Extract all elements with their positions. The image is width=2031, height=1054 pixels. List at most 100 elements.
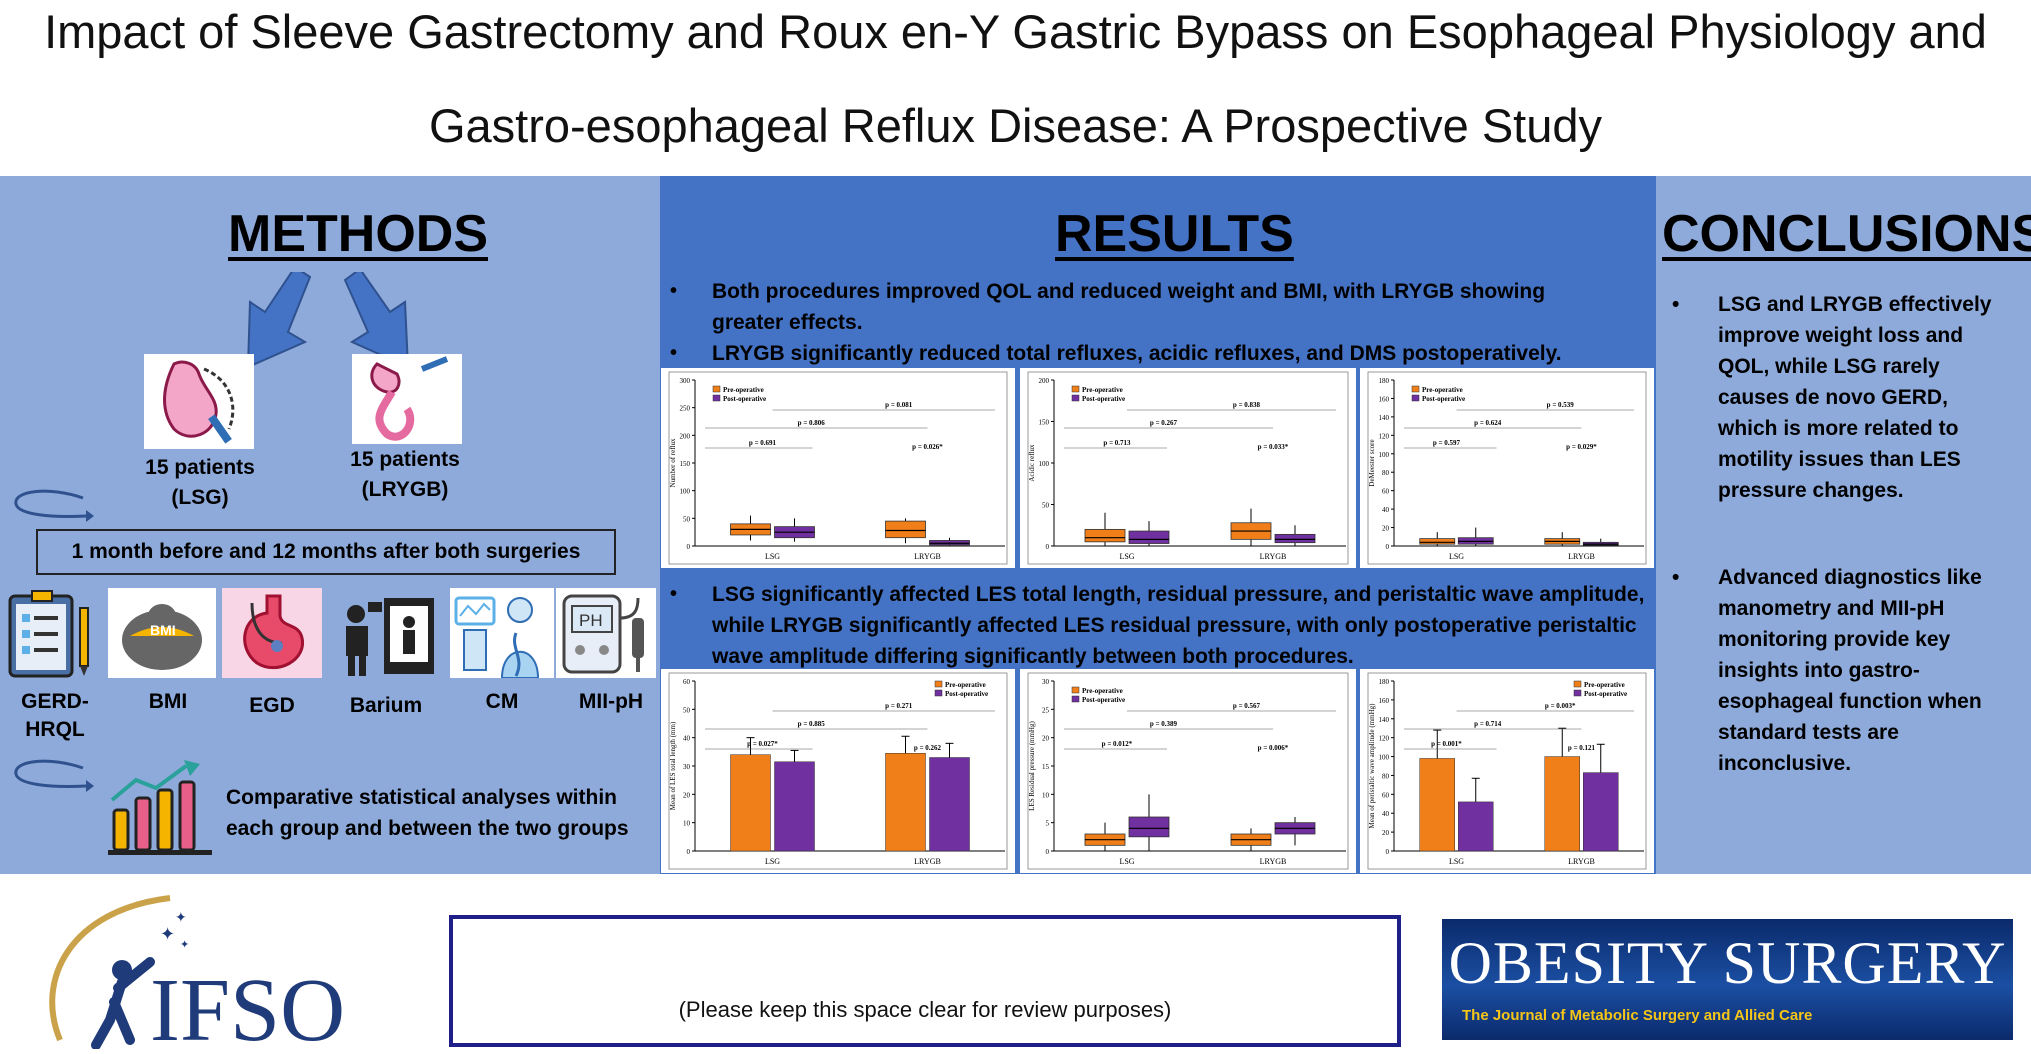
timepoints-box: 1 month before and 12 months after both … [36, 529, 616, 575]
review-placeholder-box: (Please keep this space clear for review… [449, 915, 1401, 1047]
x-tick-label: LRYGB [1568, 552, 1595, 561]
y-tick-label: 300 [680, 377, 691, 385]
legend-label: Post-operative [1082, 395, 1125, 403]
legend-label: Post-operative [945, 690, 988, 698]
split-arrows-icon [246, 272, 410, 369]
lsg-count: 15 patients [145, 456, 255, 479]
y-tick-label: 80 [1382, 469, 1390, 477]
sleeve-gastrectomy-icon [144, 354, 254, 449]
legend-label: Post-operative [1422, 395, 1465, 403]
p-value-label: p = 0.713 [1103, 439, 1131, 447]
ph-monitor-icon: PH [556, 588, 656, 678]
p-value-label: p = 0.806 [798, 419, 826, 427]
legend-swatch [1573, 680, 1582, 688]
chart-svg-4: 0 5 10 15 20 25 30 LES Residual pressure (mmHg)… [1027, 672, 1349, 870]
chart-svg-3: 0 10 20 30 40 50 60 Mean of LES total length (m… [668, 672, 1008, 870]
legend-swatch [934, 689, 943, 697]
x-tick-label: LSG [1119, 857, 1134, 866]
p-value-label: p = 0.267 [1150, 419, 1178, 427]
y-tick-label: 120 [1379, 735, 1390, 743]
questionnaire-icon [4, 588, 100, 680]
bar [1419, 758, 1455, 852]
conclusion-bullet-2: • Advanced diagnostics like manometry and… [1672, 562, 1998, 779]
chart-frame [1027, 371, 1349, 565]
assessment-label-mii-ph: MII-pH [578, 690, 644, 713]
analysis-line1: Comparative statistical analyses within [226, 786, 617, 809]
legend-swatch [1411, 394, 1420, 402]
legend-swatch [1071, 394, 1080, 402]
assessment-label-bmi: BMI [148, 690, 188, 713]
chart-frame [1367, 672, 1647, 870]
y-axis-label: LES Residual pressure (mmHg) [1028, 721, 1036, 811]
y-tick-label: 60 [1382, 791, 1390, 799]
p-value-label: p = 0.539 [1547, 401, 1575, 409]
loop-arrow-icon [14, 489, 94, 522]
lrygb-count: 15 patients [350, 448, 460, 471]
legend-swatch [1573, 689, 1582, 697]
p-value-label: p = 0.691 [749, 439, 777, 447]
p-value-label: p = 0.597 [1433, 439, 1461, 447]
results-bullet-2: • LRYGB significantly reduced total reflu… [670, 338, 1632, 369]
p-value-label: p = 0.003* [1545, 702, 1576, 710]
y-tick-label: 140 [1379, 414, 1390, 422]
y-tick-label: 160 [1379, 697, 1390, 705]
y-tick-label: 180 [1379, 678, 1390, 686]
y-axis-label: Number of reflux [669, 438, 677, 487]
y-tick-label: 150 [680, 460, 691, 468]
conclusion-bullet-1-text: LSG and LRYGB effectively improve weight… [1718, 293, 1992, 502]
y-tick-label: 0 [687, 543, 691, 551]
bar [1458, 801, 1494, 852]
y-tick-label: 140 [1379, 716, 1390, 724]
results-panel: RESULTS • Both procedures improved QOL an… [660, 176, 1656, 874]
y-tick-label: 0 [1386, 848, 1390, 856]
xray-icon [334, 588, 438, 680]
bar [774, 761, 815, 852]
x-tick-label: LRYGB [914, 552, 941, 561]
legend-label: Post-operative [1584, 690, 1627, 698]
chart-acidic-reflux: 0 50 100 150 200 Acidic reflux LSG LRYGB Pre-ope… [1020, 368, 1356, 568]
y-tick-label: 160 [1379, 395, 1390, 403]
manometry-icon [450, 588, 554, 678]
y-tick-label: 10 [1042, 791, 1050, 799]
box [885, 520, 926, 539]
assessment-label-hrql: HRQL [25, 718, 85, 741]
y-tick-label: 50 [683, 515, 691, 523]
chart-les-residual-pressure: 0 5 10 15 20 25 30 LES Residual pressure (mmHg)… [1020, 669, 1356, 873]
journal-banner: OBESITY SURGERY The Journal of Metabolic… [1442, 919, 2013, 1040]
y-tick-label: 120 [1379, 432, 1390, 440]
bar [1583, 772, 1619, 852]
p-value-label: p = 0.026* [912, 443, 943, 451]
y-tick-label: 250 [680, 405, 691, 413]
x-tick-label: LSG [1119, 552, 1134, 561]
p-value-label: p = 0.001* [1431, 740, 1462, 748]
bullet-dot: • [1672, 566, 1680, 589]
y-axis-label: Mean of LES total length (mm) [669, 721, 677, 810]
chart-svg-2: 0 20 40 60 80 100 120 140 160 180 DeMeester score L… [1367, 371, 1647, 565]
chart-demeester-score: 0 20 40 60 80 100 120 140 160 180 DeMeester score L… [1360, 368, 1654, 568]
svg-text:✦: ✦ [180, 939, 189, 951]
conclusions-heading: CONCLUSIONS [1662, 205, 2031, 263]
y-tick-label: 0 [1046, 543, 1050, 551]
y-tick-label: 40 [1382, 506, 1390, 514]
box [1128, 816, 1170, 838]
ifso-logo: ✦ ✦ ✦ IFSO [30, 890, 410, 1054]
svg-text:✦: ✦ [160, 924, 175, 944]
y-tick-label: 60 [683, 678, 691, 686]
p-value-label: p = 0.081 [885, 401, 913, 409]
y-tick-label: 50 [683, 706, 691, 714]
legend-swatch [712, 394, 721, 402]
y-tick-label: 80 [1382, 772, 1390, 780]
conclusions-panel: CONCLUSIONS • LSG and LRYGB effectively i… [1656, 176, 2031, 874]
review-placeholder-text: (Please keep this space clear for review… [678, 997, 1172, 1022]
bar [929, 757, 970, 852]
chart-frame [1367, 371, 1647, 565]
gastric-bypass-icon [352, 354, 462, 444]
y-tick-label: 100 [1379, 754, 1390, 762]
chart-frame [668, 371, 1008, 565]
bullet-dot: • [670, 342, 678, 364]
y-tick-label: 20 [1382, 829, 1390, 837]
ifso-logo-graphic: ✦ ✦ ✦ IFSO [49, 895, 345, 1054]
legend-swatch [934, 680, 943, 688]
p-value-label: p = 0.838 [1233, 401, 1261, 409]
chart-svg-0: 0 50 100 150 200 250 300 Number of reflux LSG LRY… [668, 371, 1008, 565]
